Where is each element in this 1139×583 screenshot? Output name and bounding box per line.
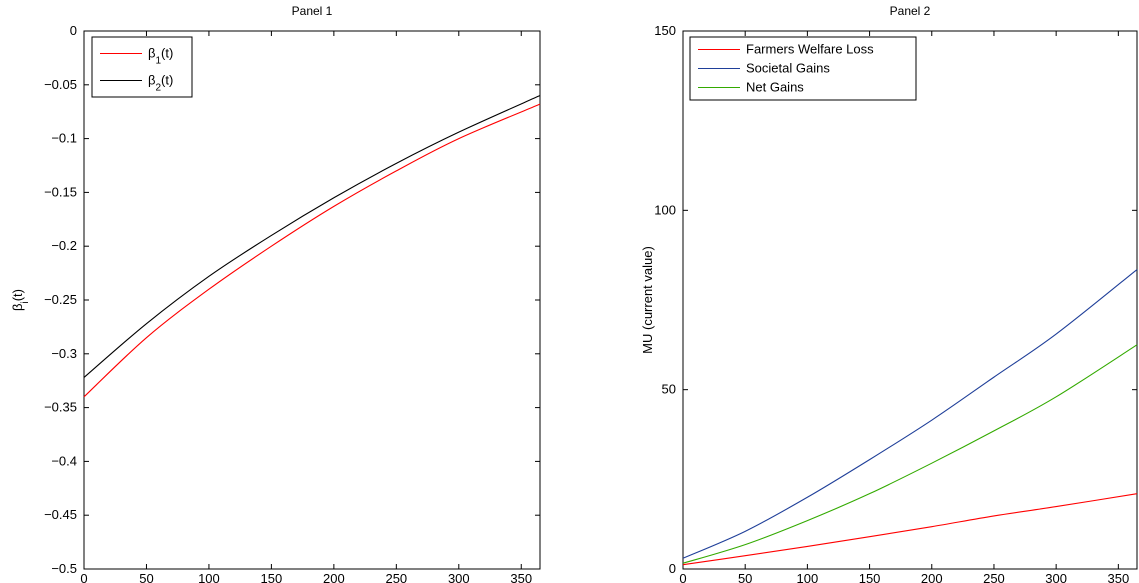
y-tick-label: 50 [662, 382, 676, 397]
legend-label: Farmers Welfare Loss [746, 42, 874, 57]
y-axis-label: βi(t) [10, 289, 31, 311]
x-tick-label: 50 [738, 571, 752, 583]
y-tick-label: −0.3 [51, 346, 77, 361]
x-tick-label: 300 [448, 571, 470, 583]
x-tick-label: 0 [80, 571, 87, 583]
y-tick-label: 0 [669, 561, 676, 576]
x-tick-label: 150 [859, 571, 881, 583]
series-line-1 [682, 493, 1138, 566]
plot-area-frame [83, 30, 541, 570]
legend-label: Societal Gains [746, 61, 830, 76]
y-tick-label: 150 [654, 23, 676, 38]
x-tick-label: 100 [198, 571, 220, 583]
panel-2-chart: Panel 2050100150200250300350050100150tim… [640, 4, 1138, 583]
y-tick-label: −0.5 [51, 561, 77, 576]
y-tick-label: −0.4 [51, 453, 77, 468]
legend-label: β2(t) [148, 73, 173, 94]
chart-title: Panel 1 [292, 4, 333, 18]
x-tick-label: 50 [139, 571, 153, 583]
series-line-2 [682, 269, 1138, 559]
legend-box [91, 36, 193, 98]
y-tick-label: −0.05 [44, 77, 77, 92]
legend-label: β1(t) [148, 46, 173, 67]
x-tick-label: 150 [261, 571, 283, 583]
x-tick-label: 250 [385, 571, 407, 583]
x-tick-label: 350 [1107, 571, 1129, 583]
x-tick-label: 200 [921, 571, 943, 583]
y-tick-label: −0.25 [44, 292, 77, 307]
x-tick-label: 0 [679, 571, 686, 583]
series-line-1 [83, 103, 541, 398]
series-line-2 [83, 95, 541, 378]
legend-label: Net Gains [746, 80, 804, 95]
y-axis-label: MU (current value) [640, 246, 655, 354]
x-tick-label: 200 [323, 571, 345, 583]
y-tick-label: −0.35 [44, 400, 77, 415]
y-tick-label: 100 [654, 202, 676, 217]
chart-title: Panel 2 [890, 4, 931, 18]
panel-1-chart: Panel 1 0 50 100 150 200 250 300 350 0 −0.05 −0.1 −0… [10, 4, 541, 583]
y-tick-label: −0.2 [51, 238, 77, 253]
y-tick-label: −0.45 [44, 507, 77, 522]
y-tick-label: −0.15 [44, 184, 77, 199]
x-tick-label: 250 [983, 571, 1005, 583]
series-line-3 [682, 344, 1138, 564]
y-tick-label: 0 [70, 23, 77, 38]
y-tick-label: −0.1 [51, 131, 77, 146]
x-tick-label: 350 [510, 571, 532, 583]
plot-area-frame [682, 30, 1138, 570]
x-tick-label: 100 [797, 571, 819, 583]
x-tick-label: 300 [1045, 571, 1067, 583]
